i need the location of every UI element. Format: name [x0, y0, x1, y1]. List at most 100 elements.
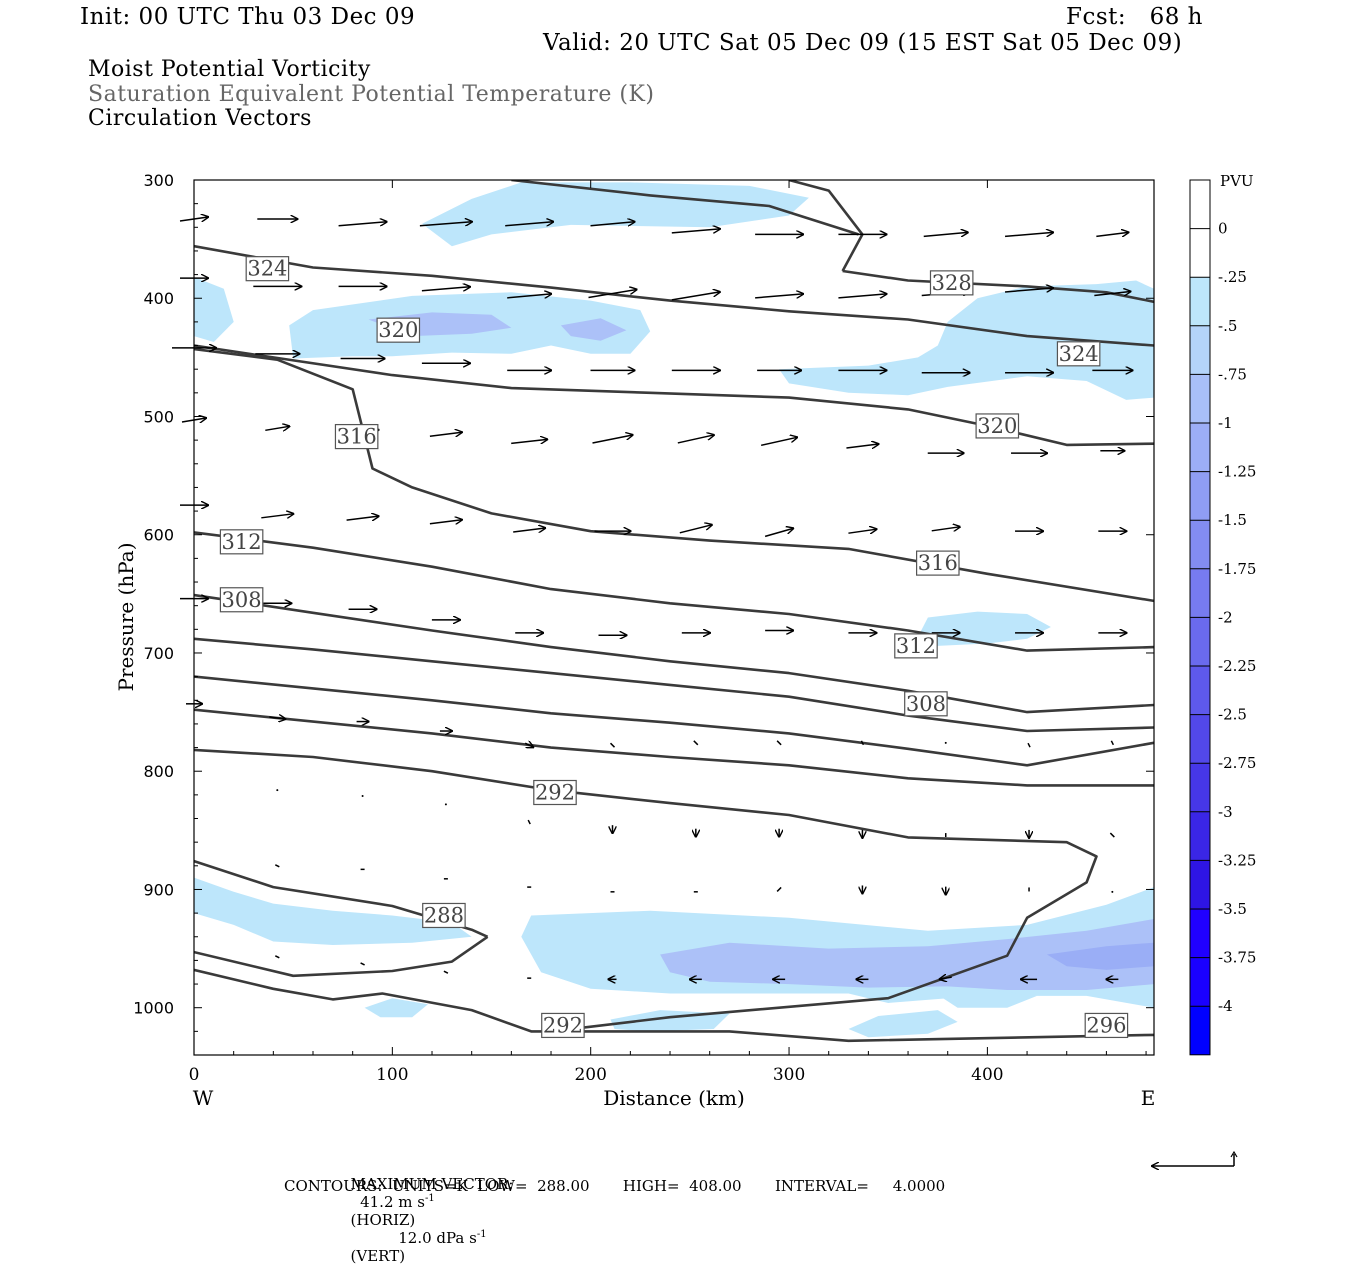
vector-52 [513, 528, 545, 532]
vert-unit: (VERT) [350, 1247, 406, 1265]
vector-87 [527, 819, 531, 825]
vector-3 [419, 222, 472, 227]
svg-text:312: 312 [222, 530, 262, 554]
vector-43 [760, 437, 797, 447]
vector-114 [940, 977, 952, 979]
pv-region-12 [364, 998, 428, 1018]
valid-time: Valid: 20 UTC Sat 05 Dec 09 (15 EST Sat … [543, 30, 1183, 56]
vert-value: 12.0 dPa s [398, 1229, 477, 1247]
colorbar-label-15: -3.75 [1218, 949, 1256, 967]
contour-label-324: 324 [1056, 341, 1101, 367]
vector-54 [679, 525, 712, 534]
y-tick-label-1000: 1000 [133, 999, 174, 1018]
svg-text:312: 312 [896, 634, 936, 658]
colorbar-swatch-12 [1190, 763, 1210, 812]
vector-6 [671, 229, 720, 234]
svg-text:324: 324 [247, 257, 287, 281]
pv-region-0 [422, 182, 809, 247]
contour-line-11 [194, 748, 1098, 1033]
colorbar-unit: PVU [1220, 172, 1254, 190]
contour-label-292: 292 [533, 779, 577, 806]
pv-region-8 [194, 877, 472, 945]
contour-line-4 [194, 344, 1154, 447]
y-tick-label-700: 700 [143, 644, 174, 663]
contour-label-328: 328 [929, 270, 974, 296]
contour-line-3 [842, 269, 1154, 304]
forecast-hour: Fcst: 68 h [1066, 4, 1203, 30]
colorbar-label-13: -3.25 [1218, 851, 1256, 869]
vector-5 [590, 222, 635, 227]
vector-95 [274, 864, 280, 868]
contour-label-316: 316 [916, 550, 960, 576]
contour-line-1 [511, 180, 859, 236]
contour-label-324: 324 [245, 256, 290, 282]
colorbar-label-6: -1.5 [1218, 511, 1247, 529]
vector-56 [848, 529, 876, 533]
contour-line-7 [194, 593, 1154, 714]
vector-85 [361, 795, 364, 798]
contour-line-5 [194, 347, 1154, 603]
x-tick-label-0: 0 [189, 1065, 200, 1085]
vector-73 [269, 717, 285, 719]
contour-label-320: 320 [975, 413, 1020, 439]
vector-77 [609, 742, 616, 748]
vector-18 [671, 292, 720, 301]
svg-text:324: 324 [1059, 342, 1099, 366]
vector-22 [1004, 288, 1053, 293]
svg-text:292: 292 [543, 1013, 583, 1037]
vector-39 [429, 432, 462, 436]
svg-text:308: 308 [222, 588, 262, 612]
init-label: Init: 00 UTC Thu 03 Dec 09 [80, 4, 416, 30]
y-tick-label-600: 600 [143, 526, 174, 545]
title-line-1: Moist Potential Vorticity [88, 57, 371, 82]
colorbar-label-2: -.5 [1218, 317, 1237, 335]
x-tick-label-300: 300 [773, 1065, 805, 1085]
svg-text:320: 320 [977, 414, 1017, 438]
contour-line-12 [194, 859, 489, 938]
vector-40 [511, 439, 547, 443]
vector-20 [838, 294, 886, 299]
vector-105 [1111, 890, 1114, 893]
vector-11 [1096, 232, 1128, 236]
vector-19 [755, 294, 803, 299]
contour-labels: 324 320 316 312 308 292 288 292 328 324 320 316 312 3… [219, 256, 1129, 1039]
colorbar-label-16: -4 [1218, 997, 1233, 1015]
y-tick-label-300: 300 [143, 171, 174, 190]
svg-text:328: 328 [932, 271, 972, 295]
colorbar-label-8: -2 [1218, 608, 1233, 626]
vector-81 [944, 741, 947, 744]
colorbar-label-7: -1.75 [1218, 560, 1256, 578]
theta-contours [194, 180, 1154, 1043]
vector-106 [274, 955, 280, 959]
vector-9 [923, 232, 968, 238]
contour-line-2 [788, 180, 864, 272]
contour-line-0 [194, 244, 1154, 347]
vector-76 [524, 743, 533, 747]
vector-4 [505, 222, 553, 227]
x-axis-east-label: E [1141, 1086, 1156, 1110]
colorbar-swatch-15 [1190, 909, 1210, 958]
max-vector-line: MAXIMUM VECTOR: 41.2 m s-1 (HORIZ) 12.0 … [341, 1157, 514, 1265]
contour-label-288: 288 [422, 902, 466, 929]
x-tick-label-200: 200 [574, 1065, 606, 1085]
plot-frame [193, 179, 1155, 1056]
vert-exponent: -1 [476, 1229, 487, 1240]
colorbar-swatch-10 [1190, 666, 1210, 715]
contour-label-320: 320 [376, 317, 421, 343]
colorbar-label-3: -.75 [1218, 365, 1247, 383]
colorbar-label-11: -2.75 [1218, 754, 1256, 772]
vector-94 [1109, 832, 1115, 838]
svg-text:292: 292 [535, 781, 575, 805]
contour-line-6 [194, 531, 1154, 652]
horiz-unit: (HORIZ) [350, 1211, 416, 1229]
vector-78 [693, 740, 699, 746]
vector-86 [444, 803, 447, 806]
colorbar-swatch-13 [1190, 811, 1210, 861]
vector-2 [338, 222, 387, 227]
pv-region-14 [848, 1010, 958, 1038]
y-tick-label-400: 400 [143, 289, 174, 308]
svg-text:288: 288 [424, 903, 464, 927]
vector-108 [443, 970, 449, 974]
vector-79 [776, 740, 782, 746]
contour-label-308: 308 [219, 587, 264, 613]
